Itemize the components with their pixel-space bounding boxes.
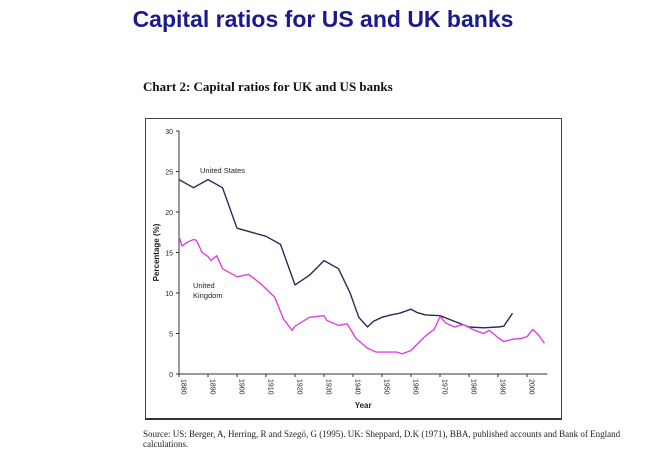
chart-frame (145, 118, 562, 420)
y-tick-label: 0 (169, 372, 173, 379)
x-tick-label: 1990 (499, 379, 506, 395)
x-axis-label: Year (355, 401, 372, 410)
y-axis-label: Percentage (%) (152, 223, 161, 281)
series-line-uk (178, 236, 545, 355)
y-tick-label: 10 (165, 291, 173, 298)
x-tick-label: 1970 (441, 379, 448, 395)
y-tick-label: 15 (165, 251, 173, 258)
x-tick-label: 1920 (296, 379, 303, 395)
series-line-us (178, 178, 514, 329)
x-tick-label: 1940 (354, 379, 361, 395)
y-tick-label: 30 (165, 129, 173, 136)
label-united-kingdom-1: United (193, 281, 215, 290)
label-united-states: United States (200, 166, 245, 175)
slide-title: Capital ratios for US and UK banks (132, 6, 514, 32)
x-tick-label: 1960 (412, 379, 419, 395)
y-tick-label: 25 (165, 170, 173, 177)
x-tick-label: 1950 (383, 379, 390, 395)
x-tick-label: 2000 (528, 379, 535, 395)
x-tick-label: 1980 (470, 379, 477, 395)
x-tick-label: 1930 (325, 379, 332, 395)
x-tick-label: 1900 (238, 379, 245, 395)
source-note: Source: US: Berger, A, Herring, R and Sz… (143, 429, 621, 449)
y-tick-label: 5 (169, 332, 173, 339)
x-tick-label: 1910 (267, 379, 274, 395)
label-united-kingdom-2: Kingdom (193, 291, 223, 300)
chart-title: Chart 2: Capital ratios for UK and US ba… (143, 79, 393, 94)
y-tick-label: 20 (165, 210, 173, 217)
x-tick-label: 1890 (209, 379, 216, 395)
x-tick-label: 1880 (180, 379, 187, 395)
